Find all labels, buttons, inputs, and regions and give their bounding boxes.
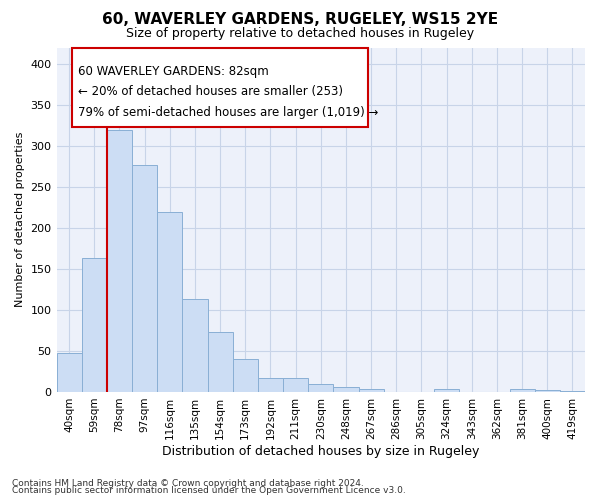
Bar (509, 390, 535, 392)
Bar (535, 390, 560, 392)
Bar (334, 387, 359, 392)
X-axis label: Distribution of detached houses by size in Rugeley: Distribution of detached houses by size … (162, 444, 479, 458)
Text: 60, WAVERLEY GARDENS, RUGELEY, WS15 2YE: 60, WAVERLEY GARDENS, RUGELEY, WS15 2YE (102, 12, 498, 28)
Bar (283, 378, 308, 392)
Text: 79% of semi-detached houses are larger (1,019) →: 79% of semi-detached houses are larger (… (77, 106, 378, 119)
Bar (132, 165, 157, 392)
Bar (308, 384, 334, 392)
Bar (233, 359, 258, 392)
Text: Contains HM Land Registry data © Crown copyright and database right 2024.: Contains HM Land Registry data © Crown c… (12, 478, 364, 488)
Bar (434, 388, 459, 392)
Bar (208, 332, 233, 392)
Bar (82, 258, 107, 392)
Text: Size of property relative to detached houses in Rugeley: Size of property relative to detached ho… (126, 28, 474, 40)
Text: 60 WAVERLEY GARDENS: 82sqm: 60 WAVERLEY GARDENS: 82sqm (77, 64, 268, 78)
Bar (107, 130, 132, 392)
Y-axis label: Number of detached properties: Number of detached properties (15, 132, 25, 308)
FancyBboxPatch shape (73, 48, 368, 126)
Bar (182, 300, 208, 392)
Bar (359, 388, 383, 392)
Bar (157, 212, 182, 392)
Text: ← 20% of detached houses are smaller (253): ← 20% of detached houses are smaller (25… (77, 86, 343, 98)
Text: Contains public sector information licensed under the Open Government Licence v3: Contains public sector information licen… (12, 486, 406, 495)
Bar (258, 378, 283, 392)
Bar (560, 391, 585, 392)
Bar (56, 352, 82, 392)
